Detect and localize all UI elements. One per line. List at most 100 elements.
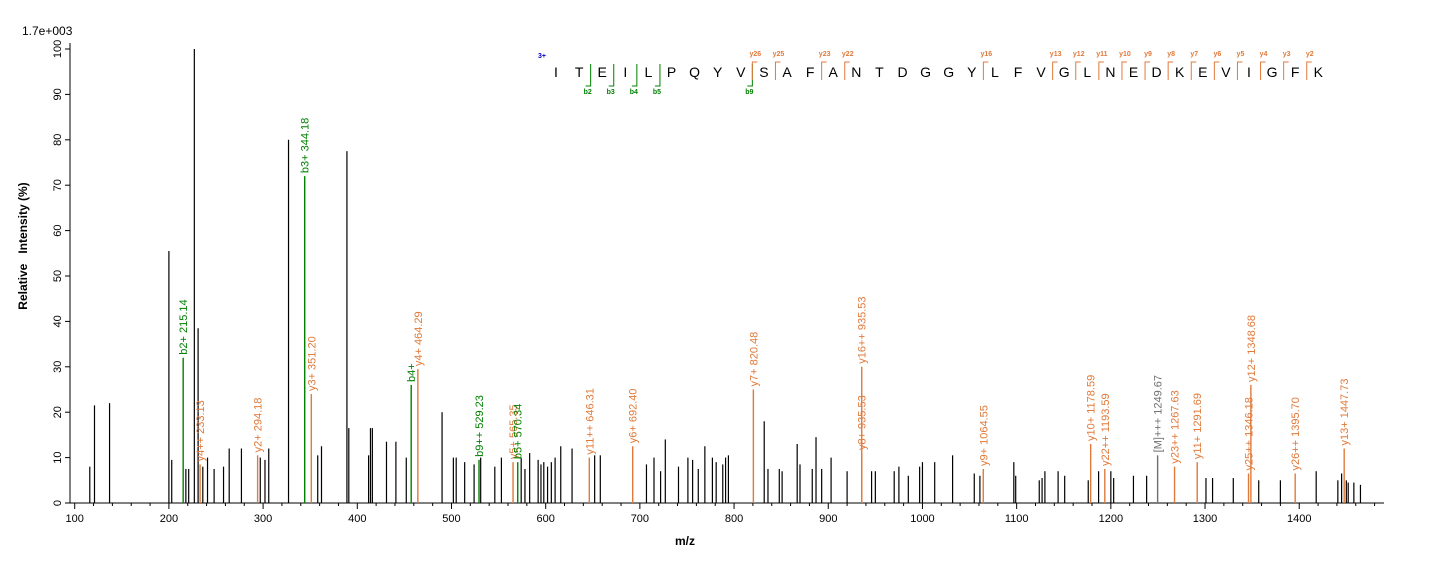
sequence-residue: E xyxy=(1198,64,1207,80)
sequence-residue: T xyxy=(875,64,884,80)
peak-annotation: y23++ 1267.63 xyxy=(1170,390,1182,463)
y-axis-title: Relative Intensity (%) xyxy=(16,182,30,309)
y-ion-label: y25 xyxy=(773,51,785,58)
y-ion-label: y6 xyxy=(1213,51,1221,58)
sequence-residue: Y xyxy=(967,64,977,80)
sequence-residue: K xyxy=(1314,64,1324,80)
x-tick-label: 600 xyxy=(536,513,554,525)
y-ion-bracket xyxy=(1121,61,1127,80)
x-tick-label: 900 xyxy=(819,513,837,525)
y-ion-bracket xyxy=(1190,61,1197,80)
x-tick-label: 1200 xyxy=(1099,513,1123,525)
x-tick-label: 300 xyxy=(254,513,272,525)
peak-annotation: y11+ 1291.69 xyxy=(1192,393,1204,459)
sequence-residue: G xyxy=(920,64,931,80)
y-ion-bracket xyxy=(844,61,850,80)
sequence-residue: K xyxy=(1175,64,1185,80)
y-ion-label: y16 xyxy=(981,51,993,58)
y-ion-label: y23 xyxy=(819,51,831,58)
y-ion-bracket xyxy=(774,61,781,80)
sequence-residue: G xyxy=(943,64,954,80)
y-tick-label: 40 xyxy=(52,315,64,327)
sequence-residue: V xyxy=(736,64,746,80)
sequence-residue: L xyxy=(1083,64,1091,80)
x-tick-label: 1400 xyxy=(1287,513,1311,525)
peak-annotation: y22++ 1193.59 xyxy=(1100,393,1112,466)
y-ion-bracket xyxy=(1306,61,1312,80)
sequence-residue: F xyxy=(1291,64,1300,80)
b-ion-label: b3 xyxy=(607,89,615,96)
y-tick-label: 60 xyxy=(52,224,64,236)
charge-state: 3+ xyxy=(538,53,546,60)
y-ion-label: y4 xyxy=(1260,51,1268,58)
x-tick-label: 1300 xyxy=(1193,513,1217,525)
sequence-residue: T xyxy=(575,64,584,80)
peak-annotation: y2+ 294.18 xyxy=(253,398,265,453)
peak-annotation: y5+ 565.35 xyxy=(508,404,520,459)
y-ion-bracket xyxy=(1167,61,1174,80)
sequence-residue: E xyxy=(598,64,607,80)
b-ion-bracket xyxy=(608,64,615,87)
y-ion-bracket xyxy=(1098,61,1104,80)
x-tick-label: 100 xyxy=(66,513,84,525)
y-ion-bracket xyxy=(1144,61,1151,80)
sequence-residue: I xyxy=(554,64,558,80)
b-ion-bracket xyxy=(585,64,592,87)
y-tick-label: 30 xyxy=(52,361,64,373)
y-ion-label: y22 xyxy=(842,51,854,58)
peak-annotation: y4++ 233.13 xyxy=(195,400,207,461)
peak-annotation: b9++ 529.23 xyxy=(474,395,486,457)
y-ion-label: y7 xyxy=(1190,51,1198,58)
b-ion-label: b2 xyxy=(584,89,592,96)
y-ion-label: y9 xyxy=(1144,51,1152,58)
peak-annotation: b5+ 570.34 xyxy=(513,404,525,459)
y-ion-label: y12 xyxy=(1073,51,1085,58)
x-axis-title: m/z xyxy=(675,534,695,548)
y-ion-label: y13 xyxy=(1050,51,1062,58)
sequence-residue: N xyxy=(851,64,861,80)
sequence-residue: D xyxy=(897,64,907,80)
intensity-scale-label: 1.7e+003 xyxy=(22,24,73,38)
peak-annotation: y12+ 1348.68 xyxy=(1246,315,1258,382)
peak-annotation: y8+ 935.53 xyxy=(857,395,869,450)
y-ion-bracket xyxy=(821,61,827,80)
sequence-residue: L xyxy=(991,64,999,80)
annotated-peaks: b2+ 215.14 y4++ 233.13 y2+ 294.18 b3+ 344.1… xyxy=(178,118,1351,503)
y-ion-label: y10 xyxy=(1119,51,1131,58)
sequence-residue: A xyxy=(782,64,792,80)
sequence-residue: G xyxy=(1267,64,1278,80)
y-tick-label: 10 xyxy=(52,451,64,463)
sequence-residue: V xyxy=(1036,64,1046,80)
y-ion-bracket xyxy=(1260,61,1266,80)
peak-annotation: y9+ 1064.55 xyxy=(978,405,990,466)
y-ion-label: y26 xyxy=(750,51,762,58)
sequence-residue: D xyxy=(1152,64,1162,80)
y-ion-label: y5 xyxy=(1237,51,1245,58)
x-tick-label: 1000 xyxy=(910,513,934,525)
peak-annotation: y6+ 692.40 xyxy=(628,389,640,444)
peak-annotation: y11++ 646.31 xyxy=(584,388,596,454)
b-ion-label: b9 xyxy=(745,89,753,96)
x-tick-label: 1100 xyxy=(1005,513,1029,525)
y-ion-bracket xyxy=(751,61,758,80)
sequence-residue: G xyxy=(1059,64,1070,80)
y-ion-label: y3 xyxy=(1283,51,1291,58)
b-ion-bracket xyxy=(654,64,661,87)
y-tick-label: 70 xyxy=(52,179,64,191)
y-ion-bracket xyxy=(982,61,989,80)
x-tick-label: 200 xyxy=(160,513,178,525)
y-ion-label: y2 xyxy=(1306,51,1314,58)
peak-annotation: y7+ 820.48 xyxy=(748,332,760,387)
sequence-residue: I xyxy=(1247,64,1251,80)
y-ion-bracket xyxy=(1283,61,1289,80)
y-tick-label: 50 xyxy=(52,270,64,282)
y-ion-bracket xyxy=(1075,61,1081,80)
peak-annotation: y4+ 464.29 xyxy=(413,311,425,366)
y-ion-label: y8 xyxy=(1167,51,1175,58)
y-ion-bracket xyxy=(1052,61,1058,80)
sequence-residue: Y xyxy=(713,64,723,80)
y-ion-bracket xyxy=(1213,61,1220,80)
b-ion-bracket xyxy=(747,64,753,87)
x-tick-label: 400 xyxy=(348,513,366,525)
